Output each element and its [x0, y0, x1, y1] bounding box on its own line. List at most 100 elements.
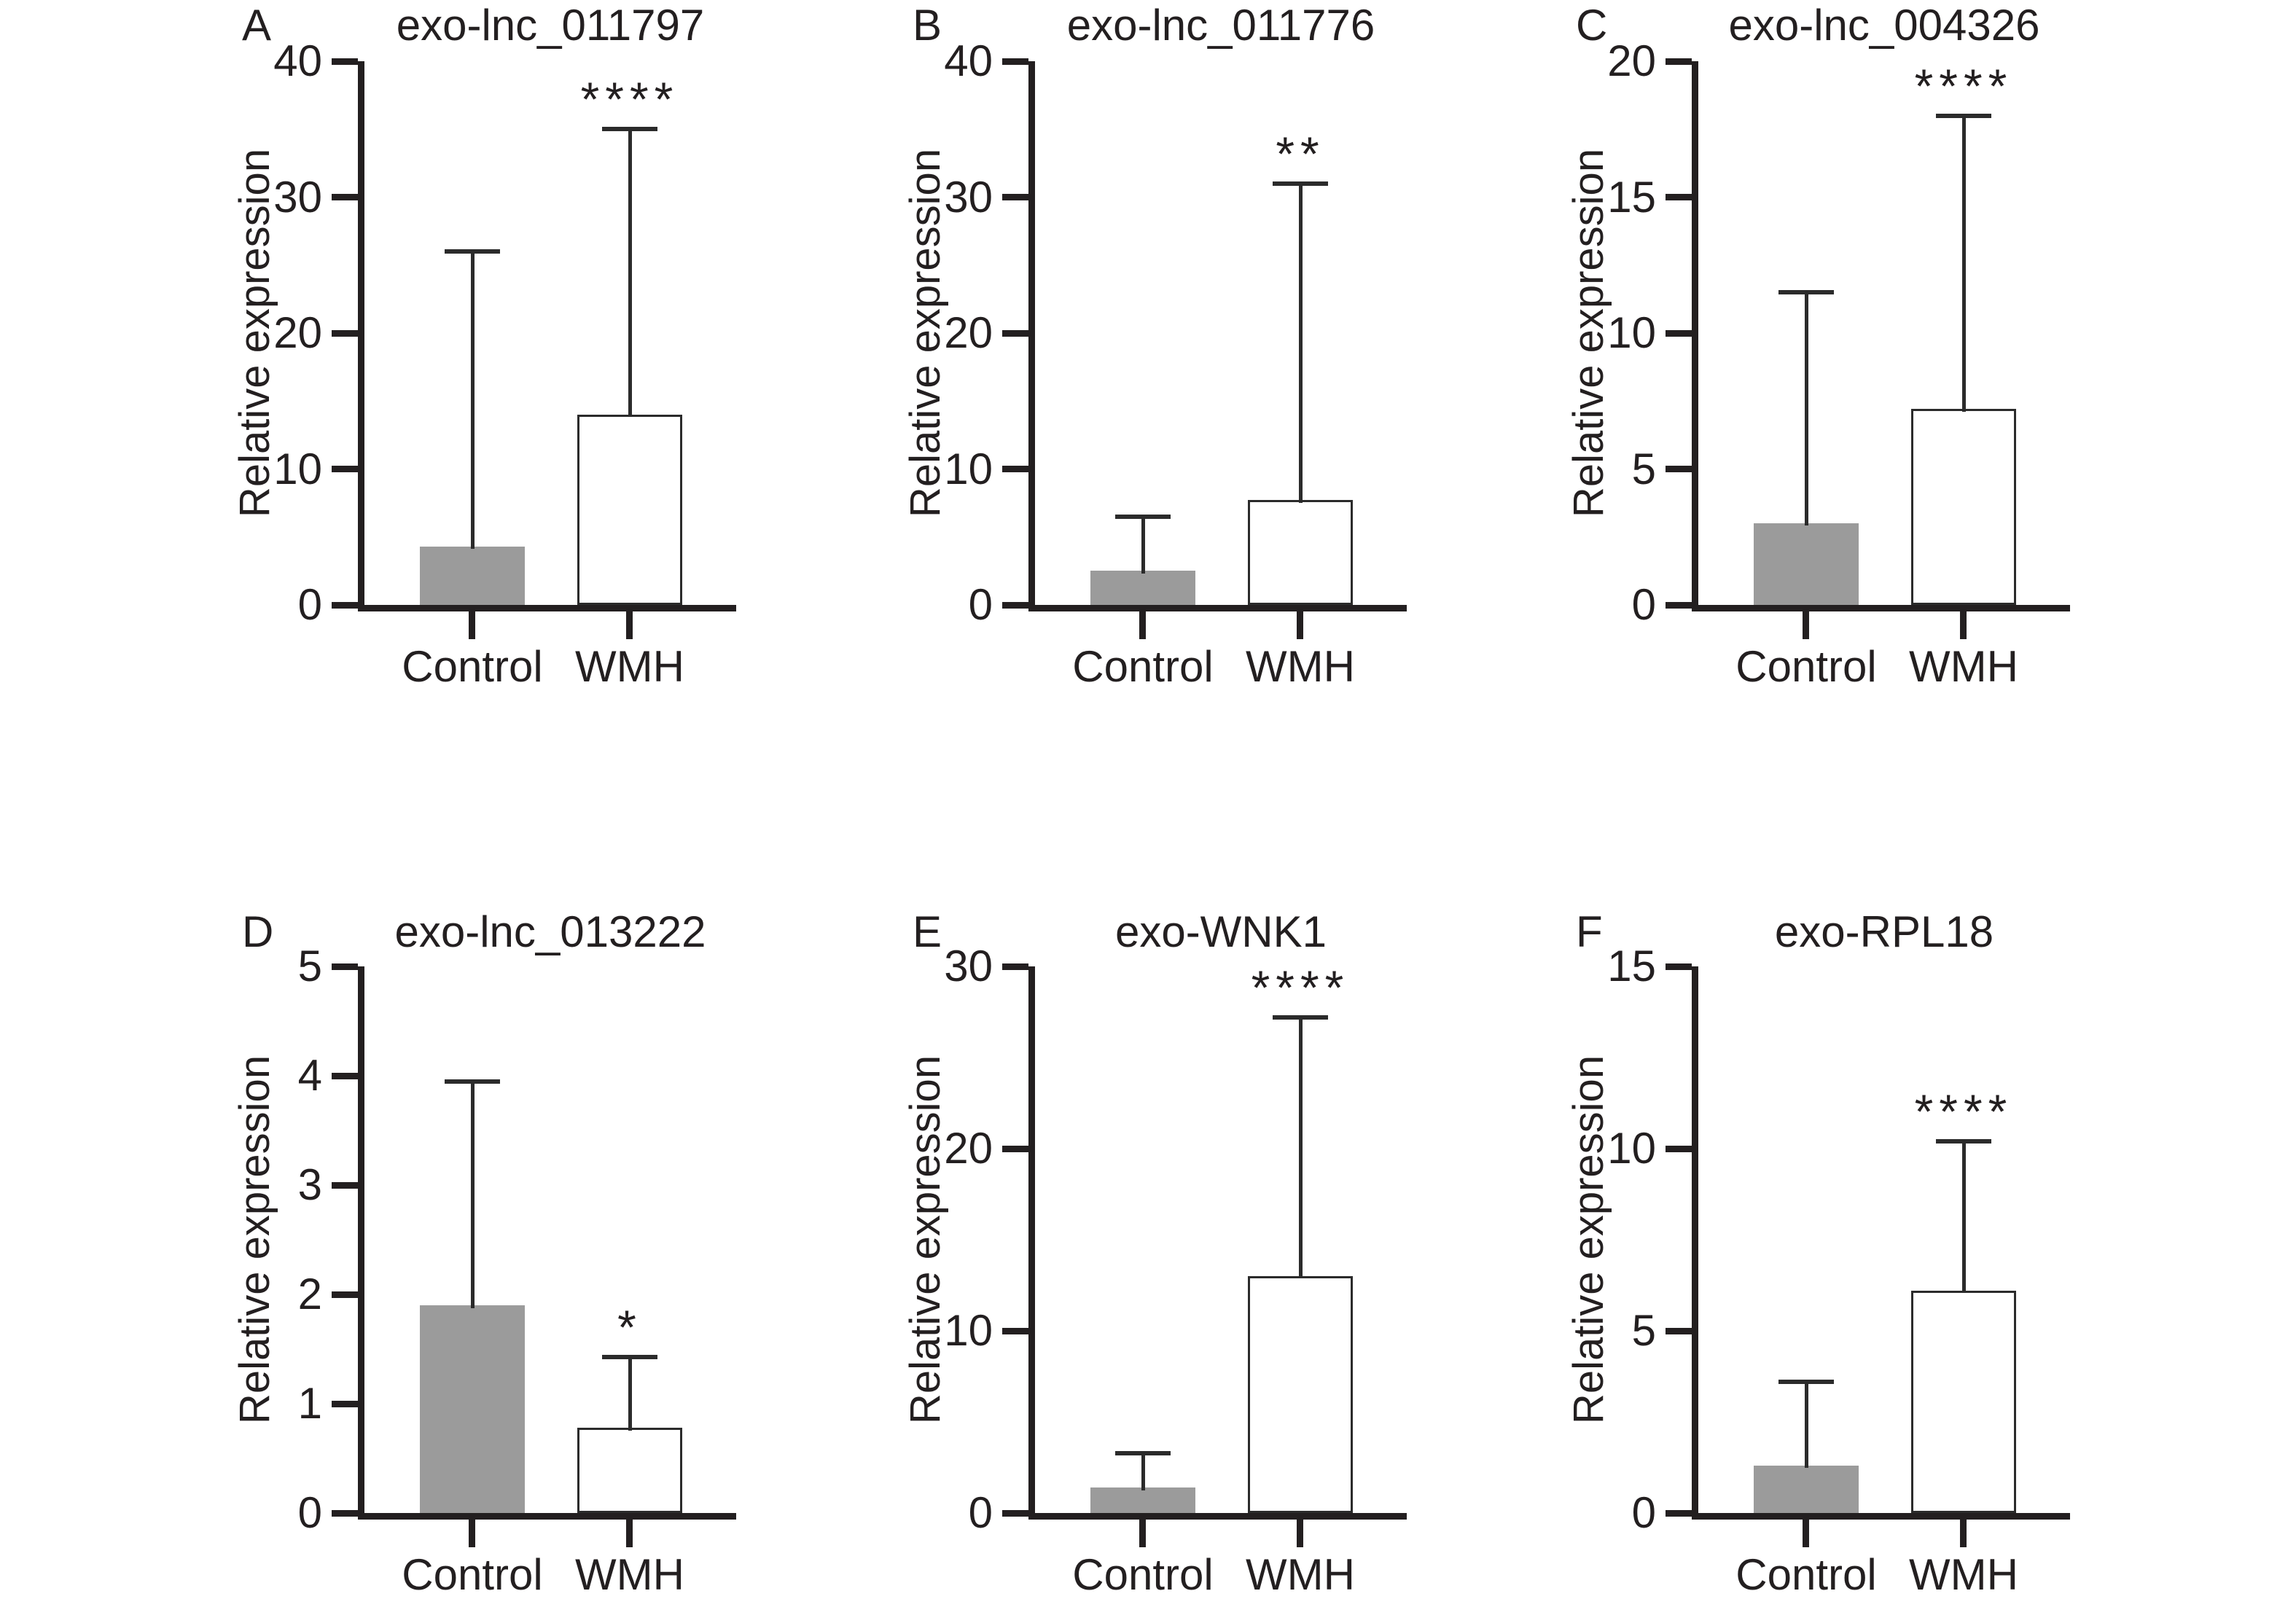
- y-tick: [1666, 466, 1692, 472]
- y-tick: [1666, 194, 1692, 200]
- y-tick-label: 4: [297, 1051, 322, 1100]
- y-tick: [332, 330, 358, 337]
- y-tick-label: 0: [1631, 580, 1656, 629]
- y-tick: [1666, 963, 1692, 970]
- y-axis-line: [1028, 966, 1035, 1520]
- panel-letter: D: [242, 907, 274, 956]
- panel-title: exo-lnc_013222: [394, 907, 706, 956]
- error-bar-line: [1141, 1453, 1145, 1490]
- error-bar-line: [1141, 517, 1145, 574]
- y-axis-label: Relative expression: [1565, 1055, 1612, 1425]
- error-bar-line: [628, 1357, 632, 1431]
- error-bar-line: [1299, 184, 1303, 503]
- y-axis-line: [1028, 61, 1035, 611]
- error-bar-cap: [445, 249, 500, 254]
- y-tick-label: 30: [944, 942, 993, 990]
- y-axis-line: [1692, 61, 1698, 611]
- x-axis-line: [358, 605, 736, 611]
- y-tick-label: 1: [297, 1379, 322, 1428]
- y-tick: [1666, 58, 1692, 65]
- y-tick: [1002, 602, 1028, 609]
- significance-stars: ****: [1914, 1084, 2013, 1138]
- bar-control: [1754, 1466, 1859, 1513]
- bar-control: [1090, 571, 1195, 605]
- y-tick-label: 15: [1607, 173, 1656, 222]
- x-tick: [626, 611, 633, 639]
- significance-stars: ****: [1914, 59, 2013, 113]
- panel-title: exo-lnc_011797: [396, 1, 705, 50]
- bar-wmh: [1911, 409, 2016, 605]
- x-axis-line: [1028, 605, 1407, 611]
- y-tick-label: 3: [297, 1160, 322, 1209]
- y-tick: [332, 1073, 358, 1079]
- error-bar-cap: [602, 127, 657, 131]
- y-tick-label: 0: [968, 1488, 993, 1537]
- bar-wmh: [577, 415, 682, 605]
- y-tick: [332, 58, 358, 65]
- y-tick-label: 10: [944, 1306, 993, 1355]
- x-category-label: Control: [402, 642, 543, 691]
- significance-stars: ****: [1251, 961, 1350, 1014]
- y-tick: [1002, 1146, 1028, 1152]
- y-tick-label: 0: [1631, 1488, 1656, 1537]
- y-tick-label: 0: [968, 580, 993, 629]
- y-axis-line: [1692, 966, 1698, 1520]
- error-bar-line: [471, 251, 475, 549]
- panel-letter: A: [242, 1, 272, 50]
- y-tick: [332, 1510, 358, 1517]
- y-tick-label: 40: [273, 36, 322, 85]
- x-tick: [1803, 1520, 1809, 1547]
- x-axis-line: [1028, 1513, 1407, 1520]
- y-tick-label: 0: [297, 580, 322, 629]
- y-tick: [332, 466, 358, 472]
- x-tick: [626, 1520, 633, 1547]
- y-tick: [1002, 1510, 1028, 1517]
- y-tick-label: 0: [297, 1488, 322, 1537]
- x-tick: [1960, 1520, 1967, 1547]
- y-tick-label: 20: [944, 308, 993, 357]
- panel-title: exo-WNK1: [1114, 907, 1327, 956]
- y-tick: [332, 1401, 358, 1407]
- error-bar-cap: [1115, 1451, 1171, 1455]
- y-tick-label: 20: [273, 308, 322, 357]
- y-tick: [1002, 58, 1028, 65]
- error-bar-cap: [1936, 1139, 1991, 1143]
- panel-title: exo-lnc_011776: [1066, 1, 1375, 50]
- panel-title: exo-lnc_004326: [1728, 1, 2040, 50]
- x-tick: [1139, 1520, 1146, 1547]
- y-tick: [332, 1182, 358, 1189]
- y-tick-label: 2: [297, 1270, 322, 1318]
- y-tick-label: 30: [944, 173, 993, 222]
- y-tick-label: 5: [1631, 1306, 1656, 1355]
- error-bar-cap: [445, 1079, 500, 1084]
- x-category-label: Control: [1735, 642, 1877, 691]
- x-category-label: WMH: [1246, 642, 1355, 691]
- error-bar-line: [1299, 1017, 1303, 1278]
- y-tick-label: 15: [1607, 942, 1656, 990]
- y-axis-label: Relative expression: [231, 1055, 278, 1425]
- error-bar-cap: [1778, 1380, 1834, 1384]
- y-tick: [332, 1291, 358, 1298]
- bar-control: [1090, 1487, 1195, 1513]
- x-axis-line: [1692, 605, 2070, 611]
- y-tick: [1002, 330, 1028, 337]
- significance-stars: ****: [580, 72, 679, 126]
- significance-stars: *: [617, 1300, 642, 1354]
- y-tick: [1666, 330, 1692, 337]
- bar-wmh: [1248, 500, 1353, 605]
- error-bar-line: [1962, 116, 1966, 412]
- y-tick: [1666, 1146, 1692, 1152]
- y-tick-label: 10: [944, 445, 993, 493]
- y-tick-label: 10: [1607, 308, 1656, 357]
- x-tick: [1297, 611, 1303, 639]
- bar-control: [420, 547, 525, 605]
- y-tick-label: 5: [1631, 445, 1656, 493]
- bar-wmh: [577, 1428, 682, 1513]
- panel-letter: F: [1576, 907, 1603, 956]
- y-tick: [1002, 194, 1028, 200]
- x-category-label: WMH: [575, 1550, 684, 1599]
- y-tick: [1002, 1328, 1028, 1334]
- panel-letter: B: [913, 1, 942, 50]
- error-bar-cap: [1778, 290, 1834, 294]
